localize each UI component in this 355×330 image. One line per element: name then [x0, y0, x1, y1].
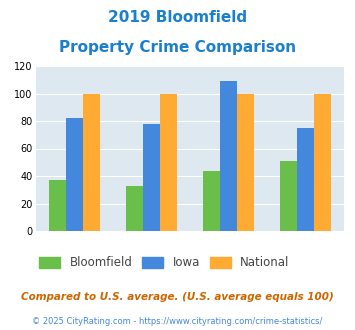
Bar: [126, 185, 143, 231]
Bar: [280, 161, 297, 231]
Bar: [203, 171, 220, 231]
Bar: [220, 81, 237, 231]
Text: Property Crime Comparison: Property Crime Comparison: [59, 40, 296, 54]
Text: Compared to U.S. average. (U.S. average equals 100): Compared to U.S. average. (U.S. average …: [21, 292, 334, 302]
Legend: Bloomfield, Iowa, National: Bloomfield, Iowa, National: [34, 252, 294, 274]
Bar: [66, 118, 83, 231]
Bar: [49, 180, 66, 231]
Text: 2019 Bloomfield: 2019 Bloomfield: [108, 10, 247, 25]
Bar: [160, 93, 177, 231]
Text: © 2025 CityRating.com - https://www.cityrating.com/crime-statistics/: © 2025 CityRating.com - https://www.city…: [32, 317, 323, 326]
Bar: [237, 93, 254, 231]
Bar: [143, 124, 160, 231]
Bar: [297, 128, 314, 231]
Bar: [83, 93, 100, 231]
Bar: [314, 93, 331, 231]
